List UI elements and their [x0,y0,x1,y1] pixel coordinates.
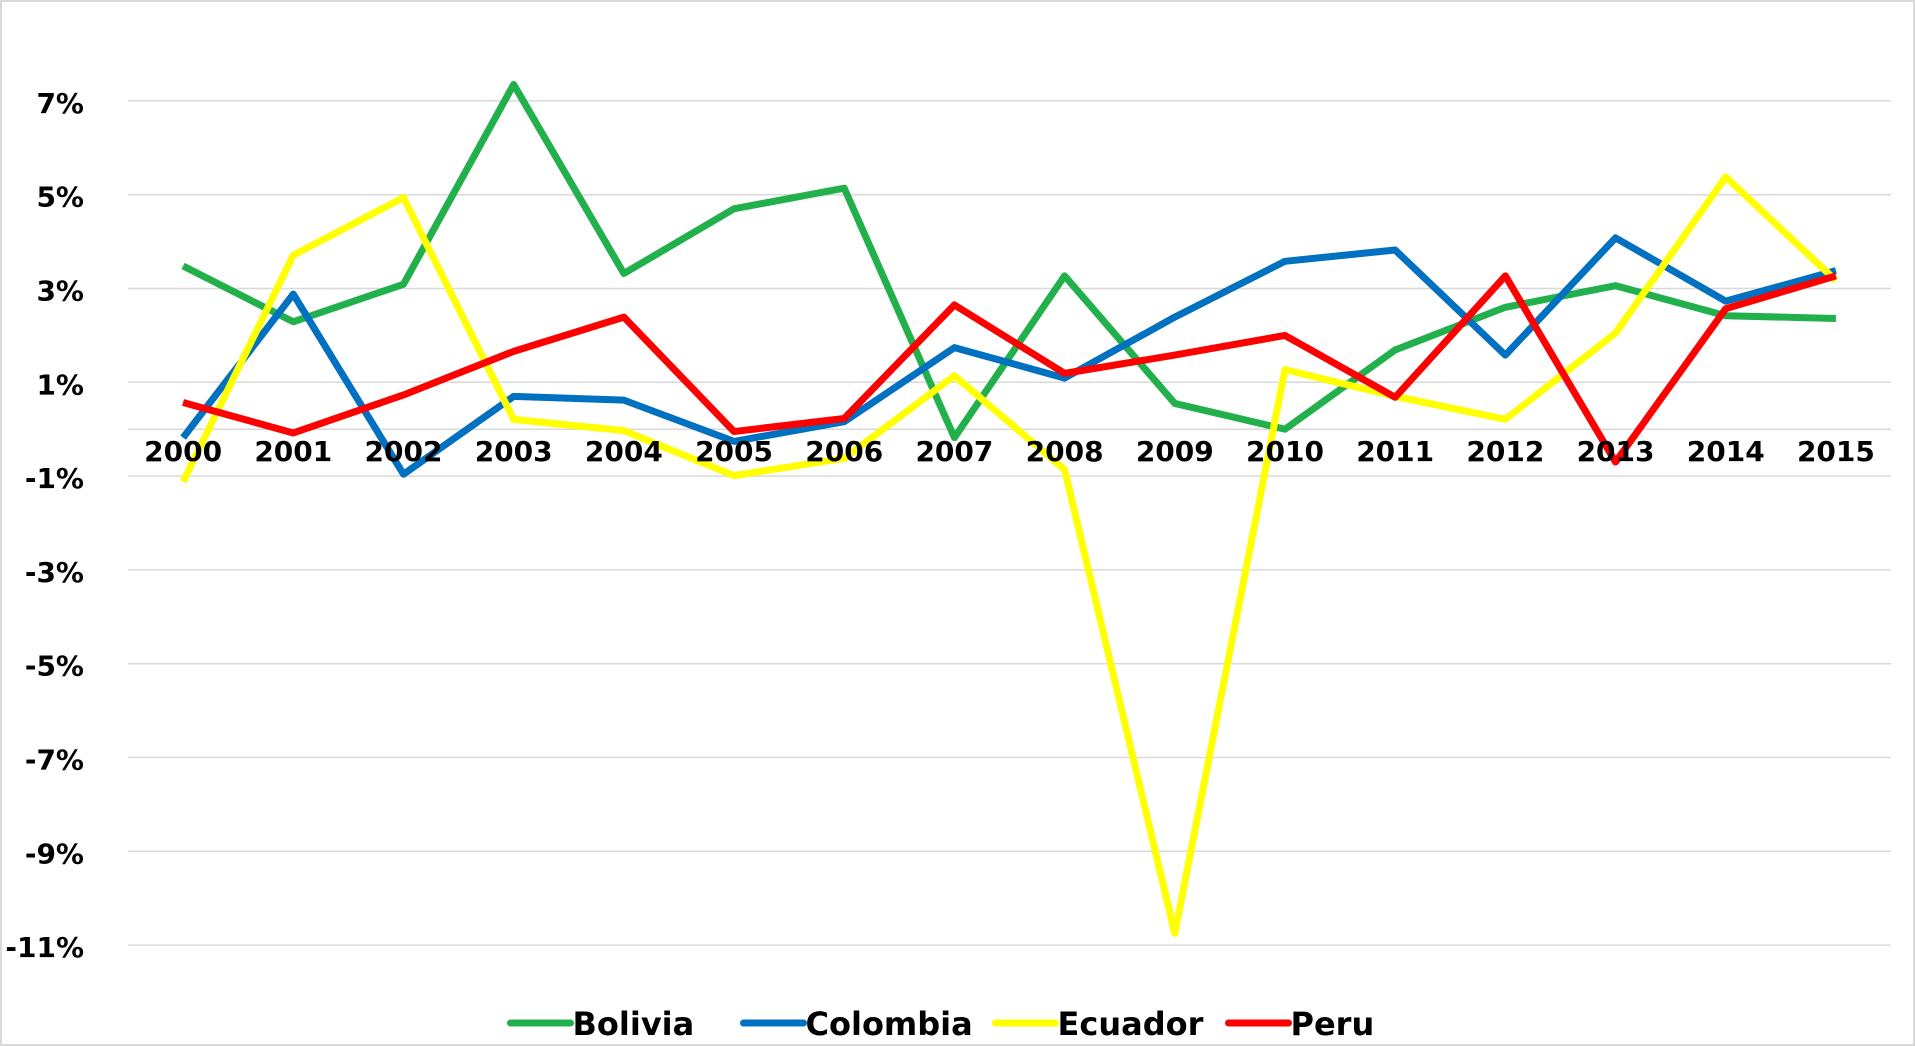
x-tick-label: 2012 [1466,435,1544,468]
x-tick-label: 2003 [475,435,553,468]
x-tick-label: 2008 [1026,435,1104,468]
legend-label: Colombia [806,1005,973,1043]
y-tick-label: -1% [25,462,84,495]
legend-label: Peru [1291,1005,1375,1043]
x-tick-label: 2009 [1136,435,1214,468]
y-tick-label: -9% [25,837,84,870]
series-line [182,272,1837,466]
x-tick-label: 2001 [254,435,332,468]
x-tick-label: 2007 [915,435,993,468]
x-tick-label: 2013 [1577,435,1655,468]
x-tick-label: 2004 [585,435,663,468]
x-tick-label: 2014 [1687,435,1765,468]
y-tick-label: 1% [36,368,84,401]
series-line [180,234,1837,478]
x-tick-label: 2010 [1246,435,1324,468]
legend-label: Ecuador [1058,1005,1204,1043]
x-tick-label: 2006 [805,435,883,468]
x-tick-label: 2000 [144,435,222,468]
x-tick-label: 2002 [365,435,443,468]
y-tick-label: -5% [25,650,84,683]
labels: 7% 5% 3% 1% -1% -3% -5% -7% -9% -11% 2000 2001 2002 2… [5,87,1875,1043]
plot [179,80,1839,937]
series-line [179,173,1839,937]
y-tick-label: 5% [36,181,84,214]
legend-label: Bolivia [573,1005,695,1043]
y-tick-label: 3% [36,275,84,308]
grid [128,100,1891,946]
y-tick-label: 7% [36,87,84,120]
y-tick-label: -7% [25,744,84,777]
x-tick-label: 2005 [695,435,773,468]
y-tick-label: -3% [25,556,84,589]
y-tick-label: -11% [5,931,84,964]
x-tick-label: 2011 [1356,435,1434,468]
x-tick-label: 2015 [1797,435,1875,468]
